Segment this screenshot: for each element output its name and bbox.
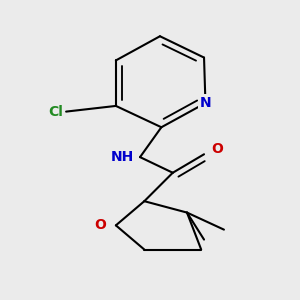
Text: N: N [200,96,211,110]
Text: O: O [211,142,223,156]
Text: Cl: Cl [48,105,63,118]
Text: O: O [94,218,106,233]
Text: NH: NH [111,150,134,164]
